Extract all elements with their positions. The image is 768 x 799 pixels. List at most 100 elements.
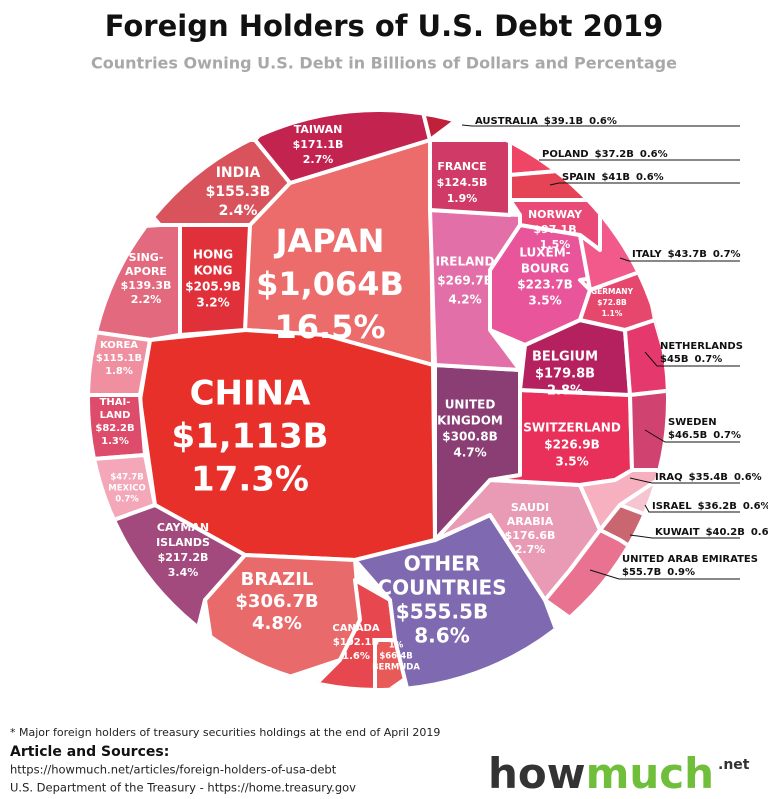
cell-label: $171.1B (293, 138, 344, 151)
cell-label: BRAZIL (241, 569, 314, 590)
callout-value: $41B (601, 172, 630, 183)
cell-label: 2.8% (547, 384, 583, 399)
cell-label: KONG (194, 264, 233, 278)
callout-label: AUSTRALIA $39.1B 0.6% (475, 116, 617, 127)
cell-label: 2.7% (303, 153, 334, 166)
callout-label: SPAIN $41B 0.6% (562, 172, 664, 183)
cell-label: 2.7% (515, 543, 546, 556)
callout-label: UNITED ARAB EMIRATES (622, 554, 758, 565)
cell-label: $47.7B (110, 473, 143, 483)
leader-line (549, 182, 740, 186)
cell-label: 1.6% (342, 651, 370, 662)
cell-label: JAPAN (274, 222, 385, 260)
callout-label: IRAQ $35.4B 0.6% (655, 472, 762, 483)
cell-label: ISLANDS (156, 536, 210, 549)
callout-name: NETHERLANDS (660, 341, 743, 352)
cell-label: APORE (125, 265, 167, 278)
cell-label: $124.5B (437, 176, 488, 189)
cell-label: $102.1B (333, 637, 379, 648)
callout-value: $43.7B (668, 249, 707, 260)
callout-percent: 0.7% (713, 249, 741, 260)
callout-value: $37.2B (595, 149, 634, 160)
cell-label: 4.2% (448, 293, 481, 307)
cell-label: 1.5% (540, 238, 571, 251)
cell-label: 1.9% (447, 192, 478, 205)
cell-label: 8.6% (414, 624, 469, 648)
cell-label: 4.7% (453, 446, 486, 460)
cell-label: GERMANY (591, 287, 634, 296)
cell-label: $72.8B (597, 298, 627, 307)
cell-label: $226.9B (544, 438, 599, 452)
leader-line (644, 504, 740, 513)
cell-label: $155.3B (206, 184, 271, 200)
logo-part: much (586, 749, 714, 798)
callout-name: IRAQ (655, 472, 683, 483)
cell-label: 1% (389, 641, 404, 651)
cell-label: BELGIUM (532, 350, 598, 365)
callout-value: $39.1B (544, 116, 583, 127)
chart-subtitle: Countries Owning U.S. Debt in Billions o… (91, 54, 677, 73)
cell-label: $223.7B (517, 278, 572, 292)
cell-label: BERMUDA (372, 663, 420, 673)
logo-suffix: .net (718, 757, 750, 773)
cell-label: SWITZERLAND (523, 421, 621, 435)
cell-label: BOURG (521, 262, 569, 276)
cell-label: FRANCE (437, 160, 486, 173)
cell-label: $179.8B (535, 367, 595, 382)
leader-line (619, 257, 740, 262)
callout-percent: 0.6% (751, 527, 768, 538)
callout-percent: 0.6% (734, 472, 762, 483)
callout-value: $35.4B (689, 472, 728, 483)
cell-label: 2.4% (219, 203, 258, 219)
cell-label: KINGDOM (437, 414, 503, 428)
callout-name: KUWAIT (655, 527, 700, 538)
callout-percent: 0.6% (743, 501, 768, 512)
cell-label: $1,064B (256, 265, 404, 303)
cell-label: $306.7B (235, 591, 318, 612)
callout-percent: 0.6% (636, 172, 664, 183)
callout-name: AUSTRALIA (475, 116, 538, 127)
cell-label: UNITED (445, 398, 496, 412)
callout-label: ITALY $43.7B 0.7% (632, 249, 741, 260)
footnote: * Major foreign holders of treasury secu… (10, 726, 440, 739)
callout-value: $45B (660, 354, 689, 365)
cell-label: 2.2% (131, 293, 162, 306)
leader-line (629, 534, 740, 539)
leader-line (644, 351, 740, 367)
cell-label: $82.2B (95, 423, 134, 434)
leader-line (461, 124, 740, 127)
callout-name: ITALY (632, 249, 662, 260)
cell-label: OTHER (404, 552, 480, 576)
logo-part: how (488, 749, 586, 798)
cell-label: CHINA (190, 374, 312, 414)
callout-percent: 0.7% (695, 354, 723, 365)
callout-name: SPAIN (562, 172, 595, 183)
callout-name: SWEDEN (668, 417, 717, 428)
leader-line (644, 429, 740, 443)
cell-label: $269.7B (437, 274, 492, 288)
cell-label: ARABIA (507, 515, 554, 528)
sources-heading: Article and Sources: (10, 744, 169, 760)
cell-label: 4.8% (252, 613, 302, 634)
callout-label: POLAND $37.2B 0.6% (542, 149, 668, 160)
callout-percent: 0.7% (713, 430, 741, 441)
callout-value: $36.2B (698, 501, 737, 512)
callout-label: KUWAIT $40.2B 0.6% (655, 527, 768, 538)
callout-label: ISRAEL $36.2B 0.6% (652, 501, 768, 512)
cell-label: INDIA (216, 165, 261, 181)
cell-label: $300.8B (442, 430, 497, 444)
callout-label: $45B 0.7% (660, 354, 722, 365)
cell-label: $176.6B (505, 529, 556, 542)
cell-label: 17.3% (191, 460, 309, 500)
cell-label: NORWAY (528, 208, 583, 221)
cell-label: 16.5% (274, 308, 385, 346)
cell-label: 1.3% (101, 436, 129, 447)
cell-label: $555.5B (396, 600, 488, 624)
cell-label: $66.4B (379, 652, 412, 662)
callout-name: UNITED ARAB EMIRATES (622, 554, 758, 565)
cell-label: $217.2B (158, 551, 209, 564)
cell (428, 138, 512, 217)
cell-label: $205.9B (185, 280, 240, 294)
